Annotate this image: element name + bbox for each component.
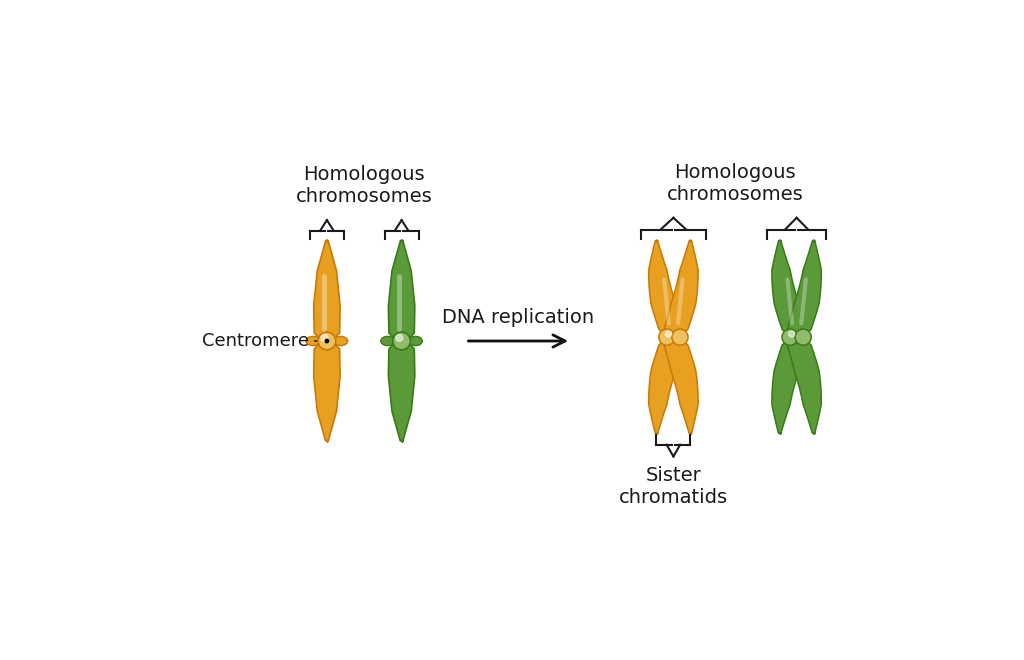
Polygon shape <box>787 240 821 337</box>
Polygon shape <box>388 240 415 341</box>
Ellipse shape <box>306 337 319 346</box>
Polygon shape <box>787 337 821 434</box>
Circle shape <box>393 332 411 350</box>
Polygon shape <box>388 341 415 442</box>
Polygon shape <box>664 240 698 337</box>
Polygon shape <box>772 240 806 337</box>
Circle shape <box>666 331 672 337</box>
Polygon shape <box>772 337 806 434</box>
Polygon shape <box>664 337 698 434</box>
Text: Homologous
chromosomes: Homologous chromosomes <box>296 165 432 207</box>
Circle shape <box>658 329 675 345</box>
Circle shape <box>672 329 688 345</box>
Polygon shape <box>649 337 683 434</box>
Polygon shape <box>313 240 340 341</box>
Ellipse shape <box>409 337 422 346</box>
Circle shape <box>782 329 798 345</box>
Circle shape <box>326 339 329 343</box>
Ellipse shape <box>334 337 348 346</box>
Polygon shape <box>649 240 683 337</box>
Circle shape <box>788 331 795 337</box>
Circle shape <box>396 335 402 341</box>
Text: Centromere: Centromere <box>202 332 316 350</box>
Circle shape <box>322 335 328 341</box>
Text: Sister
chromatids: Sister chromatids <box>618 466 728 507</box>
Text: DNA replication: DNA replication <box>442 308 594 327</box>
Polygon shape <box>313 341 340 442</box>
Circle shape <box>795 329 811 345</box>
Circle shape <box>318 332 336 350</box>
Ellipse shape <box>381 337 394 346</box>
Text: Homologous
chromosomes: Homologous chromosomes <box>667 163 804 204</box>
